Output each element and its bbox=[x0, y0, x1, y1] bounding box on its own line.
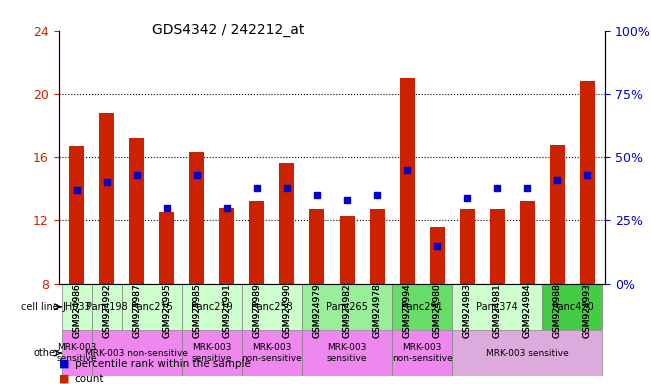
Text: GSM924991: GSM924991 bbox=[223, 284, 231, 338]
Bar bbox=[159, 212, 174, 284]
Text: ■: ■ bbox=[59, 359, 69, 369]
Text: Panc219: Panc219 bbox=[191, 302, 232, 312]
Text: MRK-003
non-sensitive: MRK-003 non-sensitive bbox=[242, 343, 302, 363]
Text: GSM924994: GSM924994 bbox=[402, 284, 411, 338]
Bar bbox=[249, 202, 264, 284]
Text: GSM924989: GSM924989 bbox=[253, 284, 262, 338]
Text: GSM924992: GSM924992 bbox=[102, 284, 111, 338]
Text: GSM924983: GSM924983 bbox=[463, 284, 472, 338]
Text: other: other bbox=[33, 348, 59, 358]
Bar bbox=[302, 284, 392, 330]
Bar bbox=[92, 284, 122, 330]
Text: Panc291: Panc291 bbox=[401, 302, 443, 312]
Text: Panc265: Panc265 bbox=[326, 302, 368, 312]
Text: GDS4342 / 242212_at: GDS4342 / 242212_at bbox=[152, 23, 304, 37]
Text: MRK-003
sensitive: MRK-003 sensitive bbox=[57, 343, 97, 363]
Text: GSM924993: GSM924993 bbox=[583, 284, 592, 338]
Text: MRK-003
sensitive: MRK-003 sensitive bbox=[191, 343, 232, 363]
Text: GSM924979: GSM924979 bbox=[312, 284, 322, 338]
Bar bbox=[182, 330, 242, 376]
Text: GSM924991: GSM924991 bbox=[223, 284, 231, 338]
Text: GSM924981: GSM924981 bbox=[493, 284, 502, 338]
Bar bbox=[99, 113, 114, 284]
Bar bbox=[242, 330, 302, 376]
Text: MRK-003
non-sensitive: MRK-003 non-sensitive bbox=[392, 343, 452, 363]
Text: GSM924995: GSM924995 bbox=[162, 284, 171, 338]
Bar bbox=[92, 330, 182, 376]
Text: GSM924987: GSM924987 bbox=[132, 284, 141, 338]
Bar bbox=[400, 78, 415, 284]
Text: JH033: JH033 bbox=[62, 302, 91, 312]
Text: GSM924978: GSM924978 bbox=[372, 284, 381, 338]
Bar bbox=[370, 209, 385, 284]
Bar bbox=[62, 330, 92, 376]
Text: GSM924983: GSM924983 bbox=[463, 284, 472, 338]
Text: GSM924994: GSM924994 bbox=[402, 284, 411, 338]
Text: GSM924988: GSM924988 bbox=[553, 284, 562, 338]
Text: GSM924984: GSM924984 bbox=[523, 284, 532, 338]
Text: GSM924993: GSM924993 bbox=[583, 284, 592, 338]
Bar bbox=[580, 81, 595, 284]
Text: Panc253: Panc253 bbox=[251, 302, 293, 312]
Text: GSM924980: GSM924980 bbox=[433, 284, 441, 338]
Bar bbox=[392, 330, 452, 376]
Text: GSM924985: GSM924985 bbox=[192, 284, 201, 338]
Text: percentile rank within the sample: percentile rank within the sample bbox=[75, 359, 251, 369]
Bar bbox=[242, 284, 302, 330]
Bar bbox=[519, 202, 535, 284]
Bar bbox=[122, 284, 182, 330]
Text: GSM924985: GSM924985 bbox=[192, 284, 201, 338]
Text: GSM924988: GSM924988 bbox=[553, 284, 562, 338]
Bar bbox=[392, 284, 452, 330]
Bar bbox=[430, 227, 445, 284]
Bar bbox=[452, 330, 602, 376]
Text: count: count bbox=[75, 374, 104, 384]
Bar bbox=[340, 216, 355, 284]
Bar bbox=[189, 152, 204, 284]
Text: Panc374: Panc374 bbox=[477, 302, 518, 312]
Text: MRK-003 non-sensitive: MRK-003 non-sensitive bbox=[85, 349, 188, 358]
Text: GSM924990: GSM924990 bbox=[283, 284, 292, 338]
Bar bbox=[279, 164, 294, 284]
Text: GSM924984: GSM924984 bbox=[523, 284, 532, 338]
Bar bbox=[550, 144, 565, 284]
Bar bbox=[452, 284, 542, 330]
Text: GSM924990: GSM924990 bbox=[283, 284, 292, 338]
Text: cell line: cell line bbox=[21, 302, 59, 312]
Text: GSM924995: GSM924995 bbox=[162, 284, 171, 338]
Bar bbox=[129, 138, 145, 284]
Text: GSM924982: GSM924982 bbox=[342, 284, 352, 338]
Text: MRK-003 sensitive: MRK-003 sensitive bbox=[486, 349, 569, 358]
Text: GSM924986: GSM924986 bbox=[72, 284, 81, 338]
Bar bbox=[182, 284, 242, 330]
Bar bbox=[460, 209, 475, 284]
Bar bbox=[69, 146, 84, 284]
Text: ■: ■ bbox=[59, 374, 69, 384]
Text: GSM924992: GSM924992 bbox=[102, 284, 111, 338]
Text: GSM924986: GSM924986 bbox=[72, 284, 81, 338]
Text: GSM924989: GSM924989 bbox=[253, 284, 262, 338]
Text: GSM924980: GSM924980 bbox=[433, 284, 441, 338]
Text: GSM924987: GSM924987 bbox=[132, 284, 141, 338]
Bar bbox=[219, 208, 234, 284]
Text: Panc198: Panc198 bbox=[86, 302, 128, 312]
Text: Panc215: Panc215 bbox=[131, 302, 173, 312]
Text: MRK-003
sensitive: MRK-003 sensitive bbox=[327, 343, 367, 363]
Text: GSM924982: GSM924982 bbox=[342, 284, 352, 338]
Text: GSM924981: GSM924981 bbox=[493, 284, 502, 338]
Bar bbox=[62, 284, 92, 330]
Bar bbox=[302, 330, 392, 376]
Text: GSM924979: GSM924979 bbox=[312, 284, 322, 338]
Bar bbox=[490, 209, 505, 284]
Text: GSM924978: GSM924978 bbox=[372, 284, 381, 338]
Text: Panc420: Panc420 bbox=[551, 302, 593, 312]
Bar bbox=[542, 284, 602, 330]
Bar bbox=[309, 209, 324, 284]
